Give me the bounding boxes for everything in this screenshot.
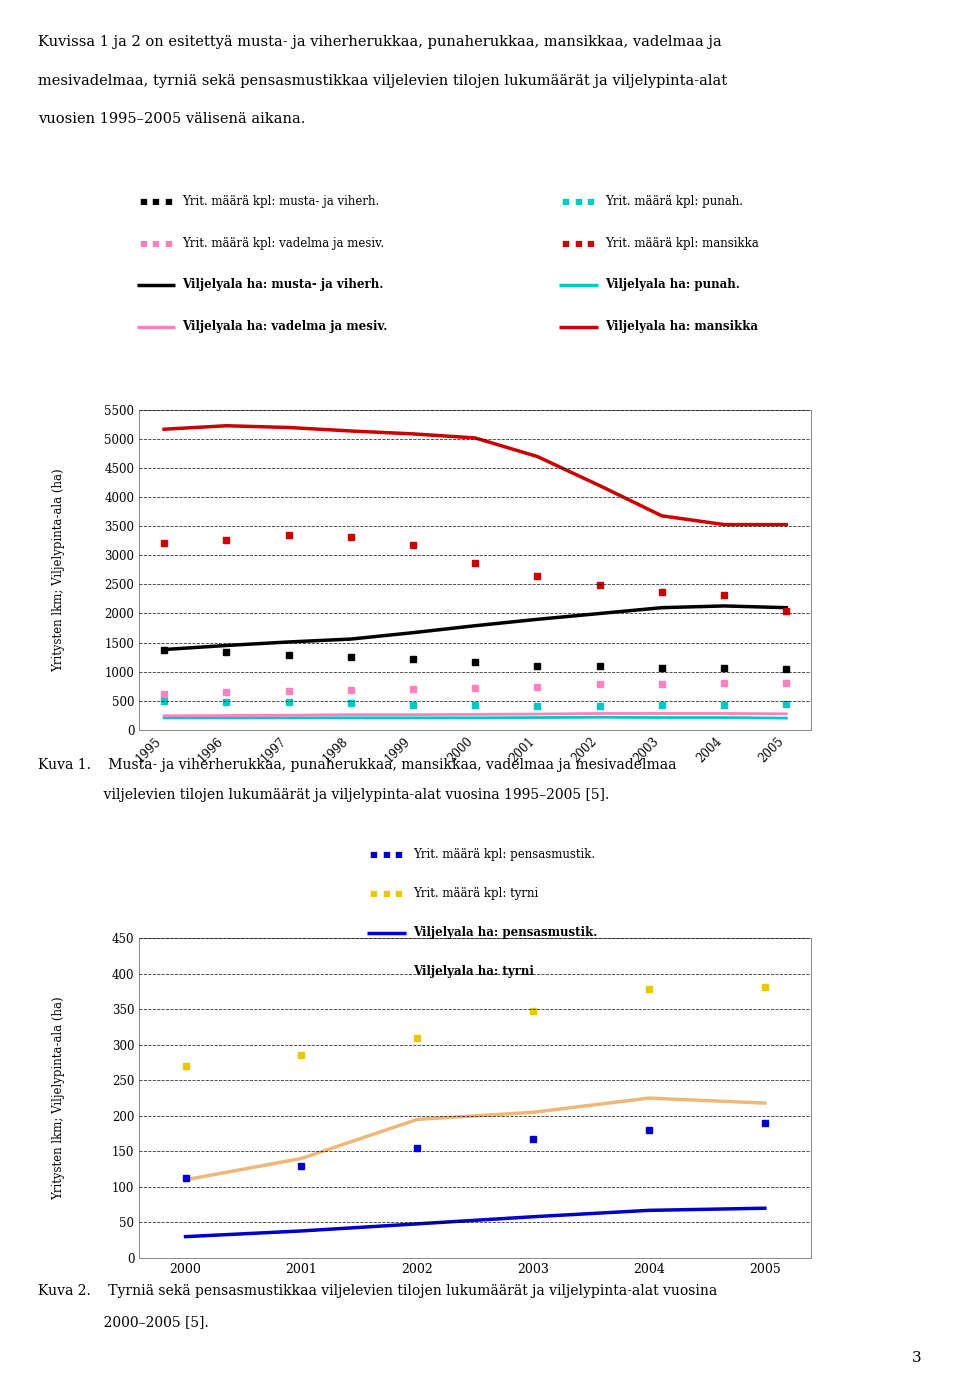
Text: ■: ■ <box>587 197 594 206</box>
Text: ■: ■ <box>370 890 377 898</box>
Text: Yrit. määrä kpl: vadelma ja mesiv.: Yrit. määrä kpl: vadelma ja mesiv. <box>182 236 385 250</box>
Text: ■: ■ <box>395 890 402 898</box>
Text: Kuvissa 1 ja 2 on esitettyä musta- ja viherherukkaa, punaherukkaa, mansikkaa, va: Kuvissa 1 ja 2 on esitettyä musta- ja vi… <box>38 35 722 49</box>
Text: Kuva 2.    Tyrniä sekä pensasmustikkaa viljelevien tilojen lukumäärät ja viljely: Kuva 2. Tyrniä sekä pensasmustikkaa vilj… <box>38 1284 718 1298</box>
Text: ■: ■ <box>587 239 594 247</box>
Text: ■: ■ <box>139 197 147 206</box>
Text: Viljelyala ha: pensasmustik.: Viljelyala ha: pensasmustik. <box>413 926 597 940</box>
Text: Yrit. määrä kpl: tyrni: Yrit. määrä kpl: tyrni <box>413 887 538 901</box>
Y-axis label: Yritysten lkm; Viljelypinta-ala (ha): Yritysten lkm; Viljelypinta-ala (ha) <box>52 997 65 1200</box>
Text: ■: ■ <box>139 239 147 247</box>
Text: Viljelyala ha: vadelma ja mesiv.: Viljelyala ha: vadelma ja mesiv. <box>182 320 388 334</box>
Text: ■: ■ <box>382 851 390 859</box>
Text: ■: ■ <box>370 851 377 859</box>
Text: ■: ■ <box>574 239 582 247</box>
Text: ■: ■ <box>574 197 582 206</box>
Text: ■: ■ <box>164 239 172 247</box>
Text: vuosien 1995–2005 välisenä aikana.: vuosien 1995–2005 välisenä aikana. <box>38 113 306 126</box>
Text: 2000–2005 [5].: 2000–2005 [5]. <box>38 1315 209 1329</box>
Text: viljelevien tilojen lukumäärät ja viljelypinta-alat vuosina 1995–2005 [5].: viljelevien tilojen lukumäärät ja viljel… <box>38 788 610 802</box>
Text: Kuva 1.    Musta- ja viherherukkaa, punaherukkaa, mansikkaa, vadelmaa ja mesivad: Kuva 1. Musta- ja viherherukkaa, punaher… <box>38 758 677 771</box>
Text: ■: ■ <box>152 197 159 206</box>
Text: Yrit. määrä kpl: musta- ja viherh.: Yrit. määrä kpl: musta- ja viherh. <box>182 195 379 208</box>
Text: ■: ■ <box>562 197 569 206</box>
Text: Yrit. määrä kpl: punah.: Yrit. määrä kpl: punah. <box>605 195 743 208</box>
Text: ■: ■ <box>562 239 569 247</box>
Text: Yrit. määrä kpl: mansikka: Yrit. määrä kpl: mansikka <box>605 236 758 250</box>
Text: Viljelyala ha: tyrni: Viljelyala ha: tyrni <box>413 965 534 979</box>
Text: Viljelyala ha: mansikka: Viljelyala ha: mansikka <box>605 320 757 334</box>
Text: Viljelyala ha: musta- ja viherh.: Viljelyala ha: musta- ja viherh. <box>182 278 384 292</box>
Text: ■: ■ <box>152 239 159 247</box>
Text: ■: ■ <box>164 197 172 206</box>
Text: ■: ■ <box>395 851 402 859</box>
Text: Yrit. määrä kpl: pensasmustik.: Yrit. määrä kpl: pensasmustik. <box>413 848 595 862</box>
Text: 3: 3 <box>912 1351 922 1365</box>
Text: mesivadelmaa, tyrniä sekä pensasmustikkaa viljelevien tilojen lukumäärät ja vilj: mesivadelmaa, tyrniä sekä pensasmustikka… <box>38 74 728 88</box>
Y-axis label: Yritysten lkm; Viljelypinta-ala (ha): Yritysten lkm; Viljelypinta-ala (ha) <box>52 468 65 671</box>
Text: Viljelyala ha: punah.: Viljelyala ha: punah. <box>605 278 739 292</box>
Text: ■: ■ <box>382 890 390 898</box>
